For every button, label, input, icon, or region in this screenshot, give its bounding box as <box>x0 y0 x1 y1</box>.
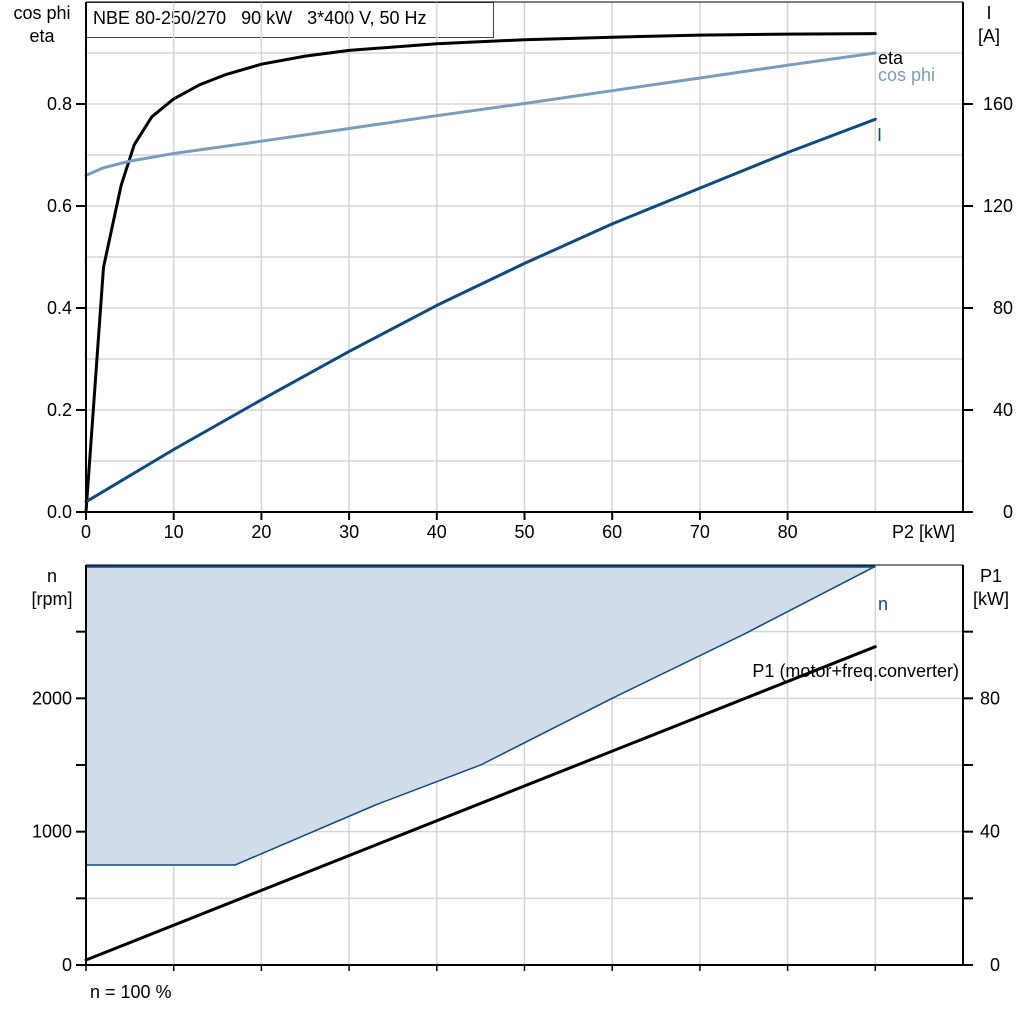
left-tick-label: 0.2 <box>47 400 72 420</box>
cos-phi-series-label: cos phi <box>878 65 935 85</box>
x-tick-label: 70 <box>690 522 710 542</box>
right-tick-label: 0 <box>990 955 1000 975</box>
right-tick-label: 80 <box>980 688 1000 708</box>
p1-series-label: P1 (motor+freq.converter) <box>752 661 959 681</box>
right-tick-label: 0 <box>1003 502 1013 522</box>
x-tick-label: 0 <box>81 522 91 542</box>
eta-series-label: eta <box>878 48 904 68</box>
left-tick-label: 0 <box>62 955 72 975</box>
left-tick-label: 0.0 <box>47 502 72 522</box>
tick-labels: 0.0 0.2 0.4 0.6 0.8 0 40 80 120 160 0 10 20 30 40 50 60 7… <box>32 94 1013 975</box>
cos-phi-curve <box>84 51 877 177</box>
speed-range-fill <box>86 566 876 865</box>
left-axis-title-line1: cos phi <box>13 3 70 23</box>
right-tick-label: 160 <box>983 94 1013 114</box>
left-tick-label: 0.4 <box>47 298 72 318</box>
chart-title: NBE 80-250/270 90 kW 3*400 V, 50 Hz <box>86 2 494 38</box>
p1-curve <box>84 645 877 962</box>
left-tick-label: 2000 <box>32 688 72 708</box>
x-tick-label: 10 <box>164 522 184 542</box>
speed-note: n = 100 % <box>90 982 172 1002</box>
speed-range-area <box>86 566 876 865</box>
right-axis-title-line1: I <box>986 3 991 23</box>
right-tick-label: 120 <box>983 196 1013 216</box>
left-tick-label: 0.6 <box>47 196 72 216</box>
right-axis-title-line1: P1 <box>980 566 1002 586</box>
x-axis-title: P2 [kW] <box>892 522 955 542</box>
current-series-label: I <box>877 125 882 145</box>
x-tick-label: 50 <box>514 522 534 542</box>
x-tick-label: 30 <box>339 522 359 542</box>
left-tick-label: 0.8 <box>47 94 72 114</box>
left-axis-title-line1: n <box>47 566 57 586</box>
eta-curve <box>84 32 877 514</box>
left-axis-title-line2: eta <box>29 26 55 46</box>
current-curve <box>84 117 877 504</box>
right-tick-label: 80 <box>993 298 1013 318</box>
x-tick-label: 40 <box>427 522 447 542</box>
left-axis-title-line2: [rpm] <box>31 589 72 609</box>
right-axis-title-line2: [A] <box>978 26 1000 46</box>
right-tick-label: 40 <box>980 822 1000 842</box>
speed-series-label: n <box>878 594 888 614</box>
min-speed-curve <box>86 565 876 866</box>
axes-frame <box>76 1 973 971</box>
right-axis-title-line2: [kW] <box>973 589 1009 609</box>
x-tick-label: 20 <box>251 522 271 542</box>
series-lines <box>84 32 877 962</box>
x-tick-label: 60 <box>602 522 622 542</box>
left-tick-label: 1000 <box>32 822 72 842</box>
right-tick-label: 40 <box>993 400 1013 420</box>
x-tick-label: 80 <box>778 522 798 542</box>
